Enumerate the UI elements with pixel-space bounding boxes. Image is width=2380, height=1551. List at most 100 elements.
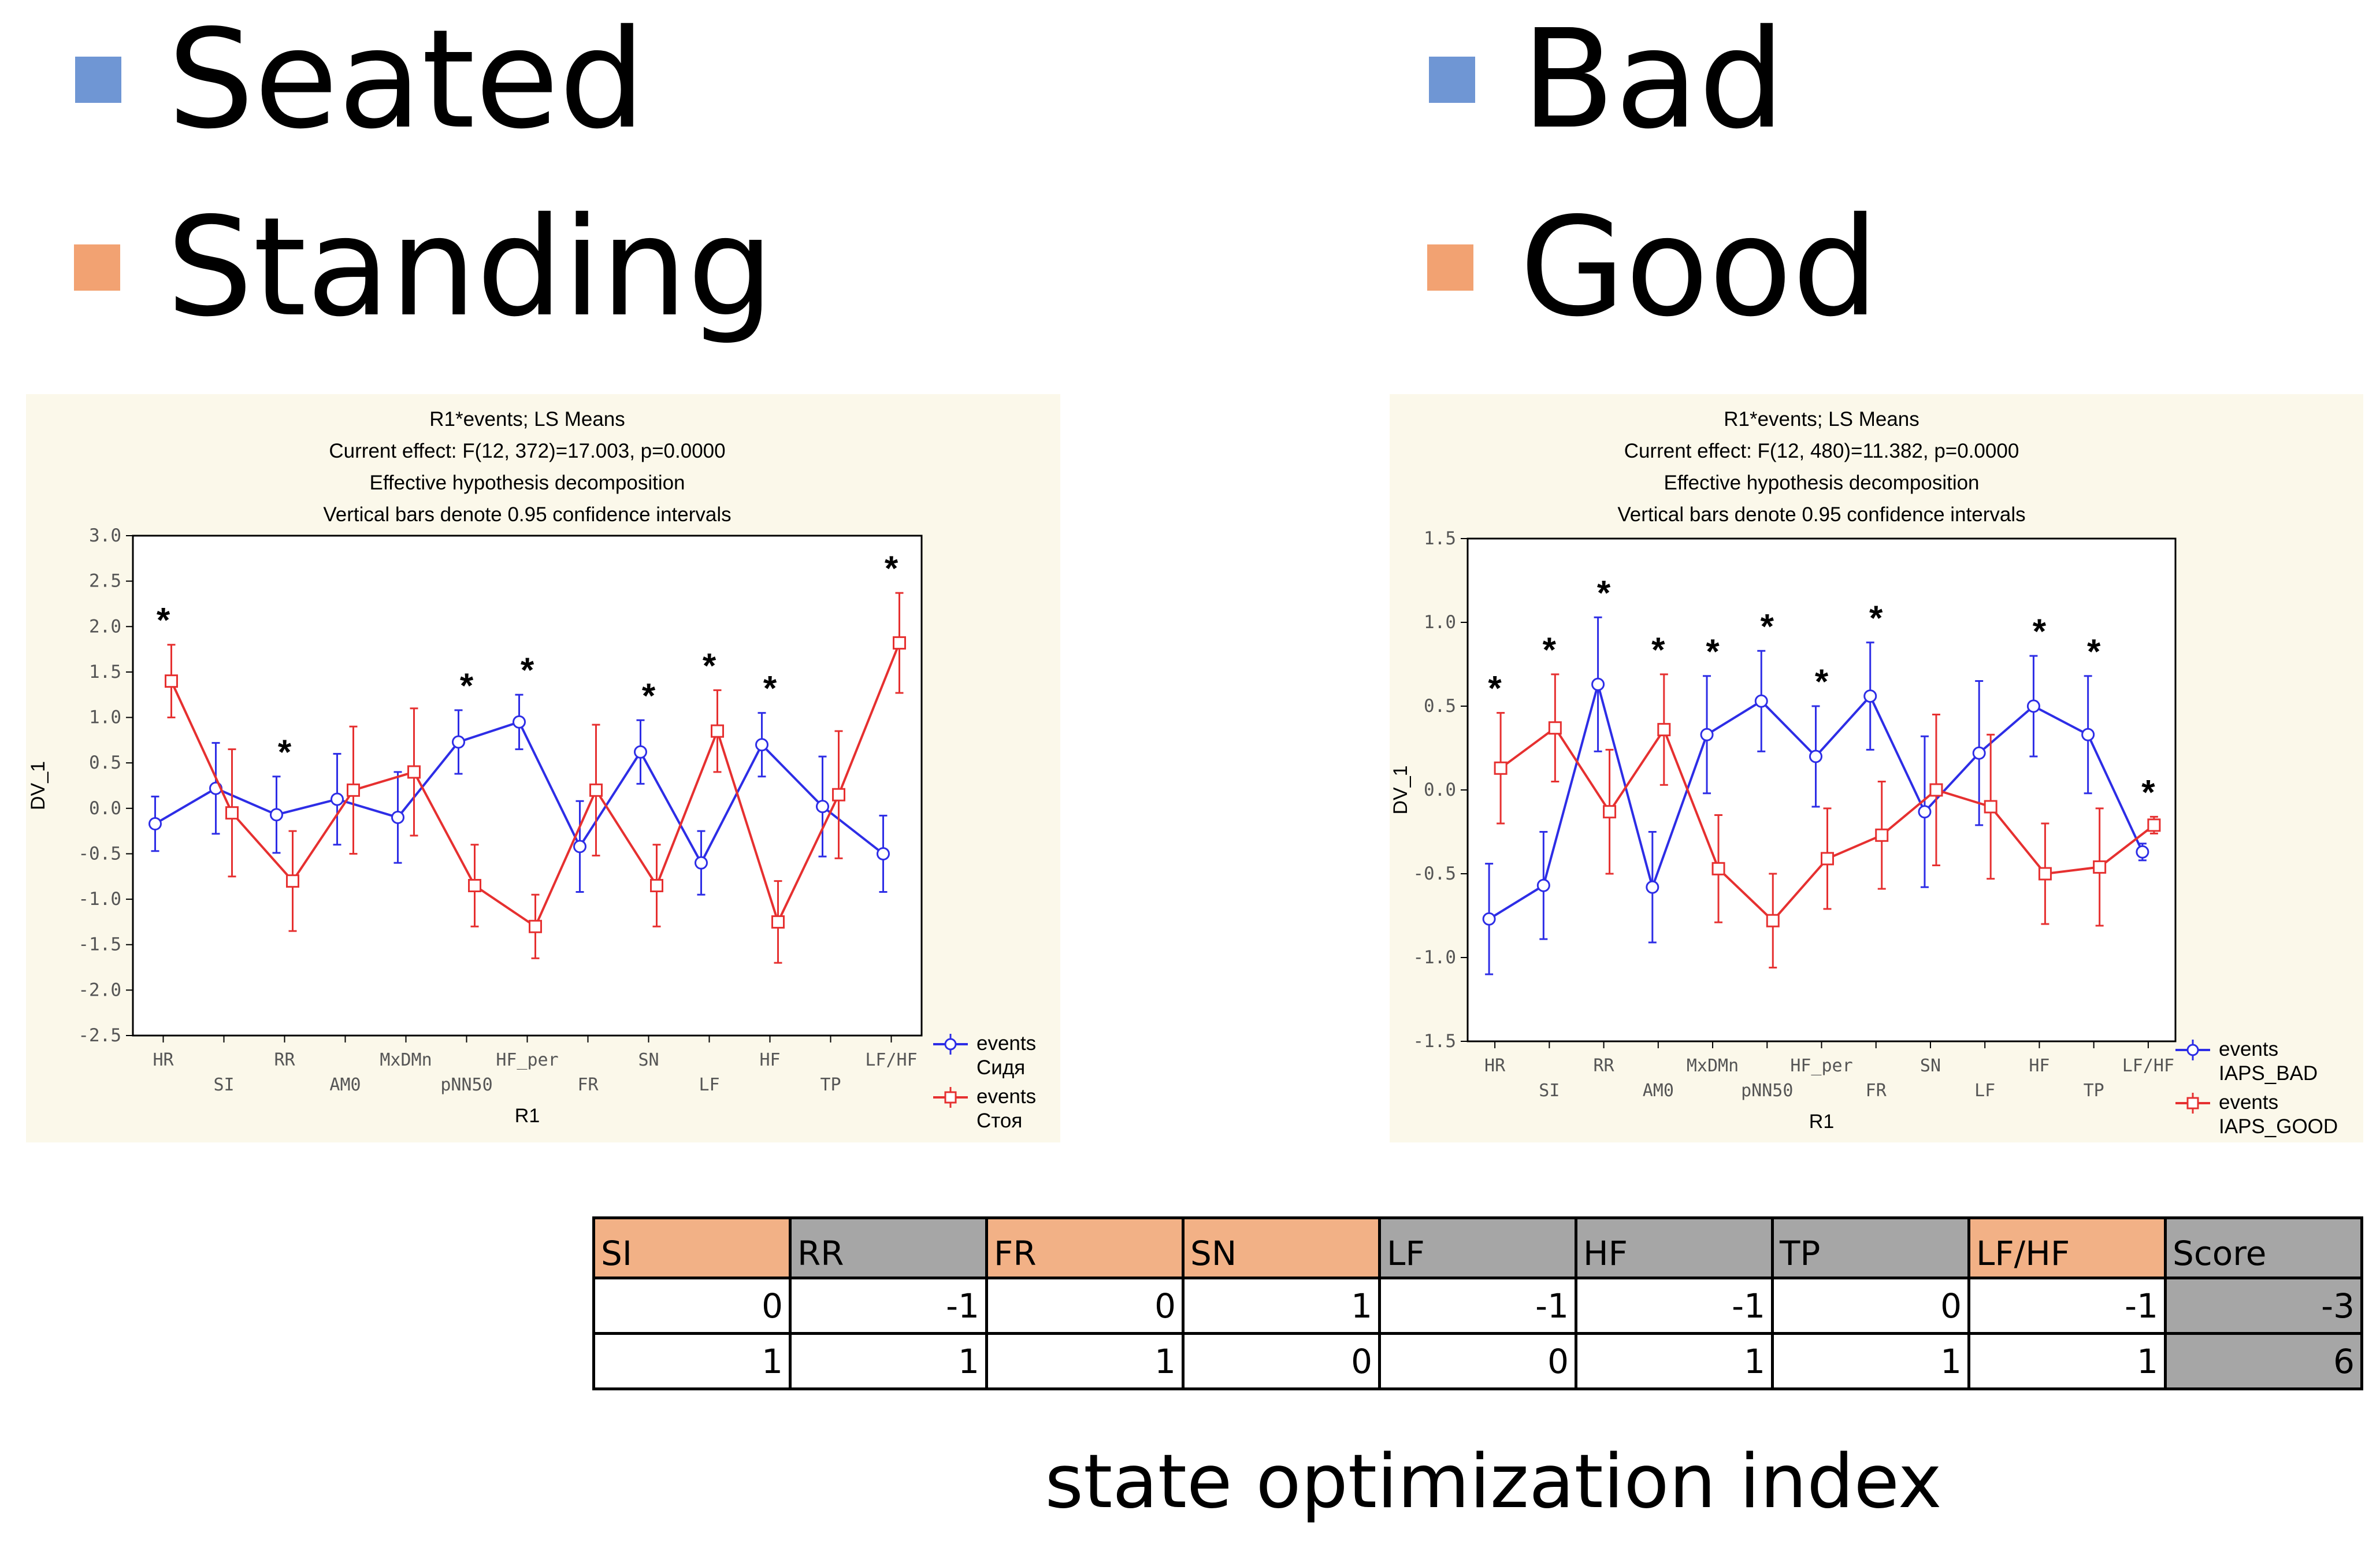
data-point xyxy=(1821,852,1834,866)
y-tick-label: -0.5 xyxy=(1413,863,1456,884)
x-tick-label: HR xyxy=(1484,1056,1506,1076)
data-point xyxy=(1536,878,1550,892)
x-axis-label: R1 xyxy=(1809,1111,1834,1133)
table-cell: 1 xyxy=(1575,1332,1774,1390)
data-point xyxy=(513,715,526,729)
data-point xyxy=(165,674,178,688)
data-point xyxy=(407,765,421,779)
data-point xyxy=(573,840,586,854)
data-point xyxy=(1548,721,1562,735)
x-tick-label: LF xyxy=(1974,1081,1995,1101)
legend-label-standing: Standing xyxy=(166,188,774,347)
y-tick-label: 0.0 xyxy=(89,798,121,819)
x-tick-label: AM0 xyxy=(1643,1081,1674,1101)
y-tick-label: -1.0 xyxy=(1413,947,1456,968)
table-header-score: Score xyxy=(2164,1216,2363,1279)
y-tick-label: 1.5 xyxy=(1424,528,1456,549)
plot-area xyxy=(1466,537,2177,1042)
table-cell: -1 xyxy=(1378,1277,1577,1335)
caption: state optimization index xyxy=(1045,1439,1942,1525)
data-point xyxy=(634,745,647,759)
data-point xyxy=(1591,677,1605,691)
x-tick-label: pNN50 xyxy=(440,1075,492,1095)
legend-series-name: events xyxy=(976,1085,1036,1108)
data-point xyxy=(1929,783,1943,797)
data-point xyxy=(816,800,829,814)
significance-star: * xyxy=(1597,573,1611,612)
data-point xyxy=(893,636,906,650)
significance-star: * xyxy=(521,651,534,689)
y-tick-label: -1.0 xyxy=(78,889,121,910)
y-tick-label: 0.5 xyxy=(1424,696,1456,717)
legend-marker xyxy=(2186,1097,2199,1110)
legend-series-sublabel: Сидя xyxy=(976,1056,1025,1079)
data-point xyxy=(1766,914,1780,927)
legend-standing: Standing xyxy=(74,199,774,336)
x-tick-label: SI xyxy=(1539,1081,1560,1101)
data-point xyxy=(1657,723,1671,737)
legend-marker xyxy=(944,1091,957,1104)
data-point xyxy=(1603,805,1617,819)
y-tick-label: 0.5 xyxy=(89,752,121,773)
data-point xyxy=(2081,728,2095,741)
data-point xyxy=(2093,860,2107,874)
x-tick-label: SN xyxy=(1920,1056,1941,1076)
significance-star: * xyxy=(1651,630,1665,669)
chart-title-line: Vertical bars denote 0.95 confidence int… xyxy=(323,503,731,526)
x-tick-label: MxDMn xyxy=(1687,1056,1739,1076)
data-point xyxy=(755,738,768,752)
y-tick-label: -1.5 xyxy=(78,934,121,955)
legend-series-name: events xyxy=(2219,1091,2278,1114)
y-tick-label: 1.0 xyxy=(89,707,121,728)
table-cell: -3 xyxy=(2164,1277,2363,1335)
x-tick-label: RR xyxy=(1594,1056,1615,1076)
significance-star: * xyxy=(2033,612,2047,651)
data-point xyxy=(2026,699,2040,713)
significance-star: * xyxy=(460,666,474,705)
significance-star: * xyxy=(1706,632,1720,671)
chart-title-line: R1*events; LS Means xyxy=(1724,408,1919,431)
x-tick-label: HF xyxy=(759,1050,780,1070)
legend-marker xyxy=(2186,1044,2199,1056)
x-tick-label: LF xyxy=(699,1075,719,1095)
legend-good: Good xyxy=(1427,199,1878,336)
table-cell: 1 xyxy=(1967,1332,2167,1390)
x-tick-label: FR xyxy=(577,1075,599,1095)
legend-label-seated: Seated xyxy=(168,0,646,159)
chart-panel-right: R1*events; LS Means Current effect: F(12,… xyxy=(1390,394,2363,1142)
x-tick-label: HF xyxy=(2029,1056,2049,1076)
data-point xyxy=(347,783,360,797)
table-header-fr: FR xyxy=(985,1216,1185,1279)
table-header-si: SI xyxy=(592,1216,792,1279)
significance-star: * xyxy=(278,733,292,771)
x-tick-label: HR xyxy=(153,1050,174,1070)
x-tick-label: TP xyxy=(820,1075,841,1095)
y-tick-label: -1.5 xyxy=(1413,1031,1456,1052)
data-point xyxy=(695,856,708,870)
data-point xyxy=(1711,862,1725,875)
legend-bad: Bad xyxy=(1429,12,1785,148)
table-cell: 0 xyxy=(1771,1277,1970,1335)
legend-seated: Seated xyxy=(75,12,645,148)
table-header-lf: LF xyxy=(1378,1216,1577,1279)
data-point xyxy=(1918,805,1932,819)
table-cell: 0 xyxy=(592,1277,792,1335)
score-table-header: SI RR FR SN LF HF TP LF/HF Score xyxy=(592,1216,2363,1279)
significance-star: * xyxy=(763,669,777,708)
x-tick-label: SI xyxy=(213,1075,234,1095)
y-tick-label: 3.0 xyxy=(89,525,121,546)
legend-swatch-bad xyxy=(1429,57,1475,103)
data-point xyxy=(286,874,299,888)
x-tick-label: TP xyxy=(2084,1081,2104,1101)
legend-series-sublabel: IAPS_BAD xyxy=(2219,1062,2318,1085)
y-tick-label: 1.0 xyxy=(1424,612,1456,633)
data-point xyxy=(391,811,404,825)
x-tick-label: SN xyxy=(638,1050,659,1070)
x-tick-label: MxDMn xyxy=(380,1050,432,1070)
data-point xyxy=(1700,728,1714,741)
x-tick-label: RR xyxy=(274,1050,295,1070)
score-table: SI RR FR SN LF HF TP LF/HF Score 0 -1 0 1 -1 -1 0 -1 -3 … xyxy=(592,1216,2363,1390)
data-point xyxy=(1863,689,1877,703)
table-header-sn: SN xyxy=(1182,1216,1381,1279)
